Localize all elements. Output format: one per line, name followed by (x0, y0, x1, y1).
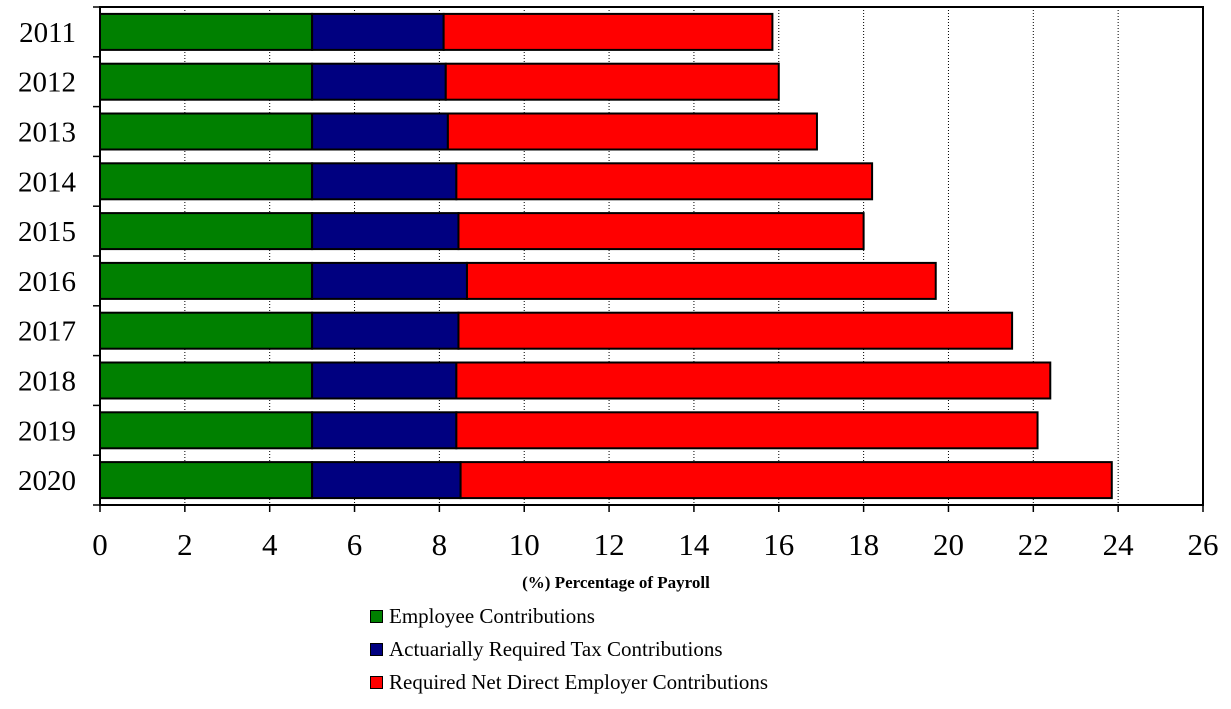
x-label-24: 24 (1103, 527, 1135, 562)
bar-2012-series-0 (99, 62, 314, 101)
bar-2012-series-2 (444, 62, 780, 101)
x-label-14: 14 (678, 527, 710, 562)
bar-2018-series-0 (99, 361, 314, 400)
legend: Employee Contributions Actuarially Requi… (370, 600, 768, 699)
legend-item-employer: Required Net Direct Employer Contributio… (370, 666, 768, 699)
y-label-2012: 2012 (18, 67, 76, 99)
y-label-2017: 2017 (18, 316, 76, 348)
bar-2016-series-1 (311, 261, 468, 300)
bar-2011-series-0 (99, 12, 314, 51)
bar-2020-series-0 (99, 461, 314, 500)
bar-2017-series-2 (457, 311, 1014, 350)
legend-label-employee: Employee Contributions (389, 604, 595, 628)
x-label-22: 22 (1018, 527, 1049, 562)
bar-2015-series-2 (457, 212, 865, 251)
bar-2020-series-2 (459, 461, 1113, 500)
x-tick-labels: 0 2 4 6 8 10 12 14 16 18 20 22 24 26 (92, 527, 1218, 562)
bar-2018-series-1 (311, 361, 458, 400)
legend-label-tax: Actuarially Required Tax Contributions (389, 637, 723, 661)
bar-2020-series-1 (311, 461, 462, 500)
bar-2017-series-1 (311, 311, 460, 350)
bar-2014-series-0 (99, 162, 314, 201)
x-label-4: 4 (262, 527, 278, 562)
legend-swatch-employer (370, 676, 383, 689)
x-label-6: 6 (347, 527, 363, 562)
x-label-20: 20 (933, 527, 964, 562)
y-label-2018: 2018 (18, 366, 76, 398)
y-label-2020: 2020 (18, 465, 76, 497)
y-label-2015: 2015 (18, 216, 76, 248)
x-label-26: 26 (1188, 527, 1219, 562)
bar-2016-series-0 (99, 261, 314, 300)
legend-label-employer: Required Net Direct Employer Contributio… (389, 670, 769, 694)
bar-2019-series-2 (455, 411, 1039, 450)
bar-2015-series-1 (311, 212, 460, 251)
bar-2013-series-0 (99, 112, 314, 151)
legend-item-tax: Actuarially Required Tax Contributions (370, 633, 768, 666)
y-tick-labels: 2011 2012 2013 2014 2015 2016 2017 2018 2019 2020 (18, 17, 77, 497)
y-label-2013: 2013 (18, 117, 76, 149)
x-label-0: 0 (92, 527, 108, 562)
bar-2019-series-1 (311, 411, 458, 450)
bar-2016-series-2 (465, 261, 937, 300)
gridlines (184, 7, 1119, 505)
x-axis-title: (%) Percentage of Payroll (522, 573, 710, 592)
bar-2014-series-2 (455, 162, 874, 201)
bar-2013-series-1 (311, 112, 449, 151)
x-label-12: 12 (594, 527, 625, 562)
y-label-2016: 2016 (18, 266, 76, 298)
y-label-2014: 2014 (18, 166, 77, 198)
axis-ticks (93, 6, 1204, 512)
bars (99, 12, 1113, 500)
bar-2015-series-0 (99, 212, 314, 251)
bar-2014-series-1 (311, 162, 458, 201)
legend-item-employee: Employee Contributions (370, 600, 768, 633)
bar-2012-series-1 (311, 62, 447, 101)
bar-2013-series-2 (446, 112, 818, 151)
bar-2019-series-0 (99, 411, 314, 450)
legend-swatch-employee (370, 610, 383, 623)
x-label-10: 10 (509, 527, 540, 562)
legend-swatch-tax (370, 643, 383, 656)
y-label-2019: 2019 (18, 415, 76, 447)
x-label-16: 16 (763, 527, 794, 562)
x-label-18: 18 (848, 527, 879, 562)
bar-2011-series-2 (442, 12, 774, 51)
bar-2011-series-1 (311, 12, 445, 51)
bar-2017-series-0 (99, 311, 314, 350)
x-label-2: 2 (177, 527, 193, 562)
x-label-8: 8 (432, 527, 448, 562)
y-label-2011: 2011 (19, 17, 76, 49)
bar-2018-series-2 (455, 361, 1052, 400)
